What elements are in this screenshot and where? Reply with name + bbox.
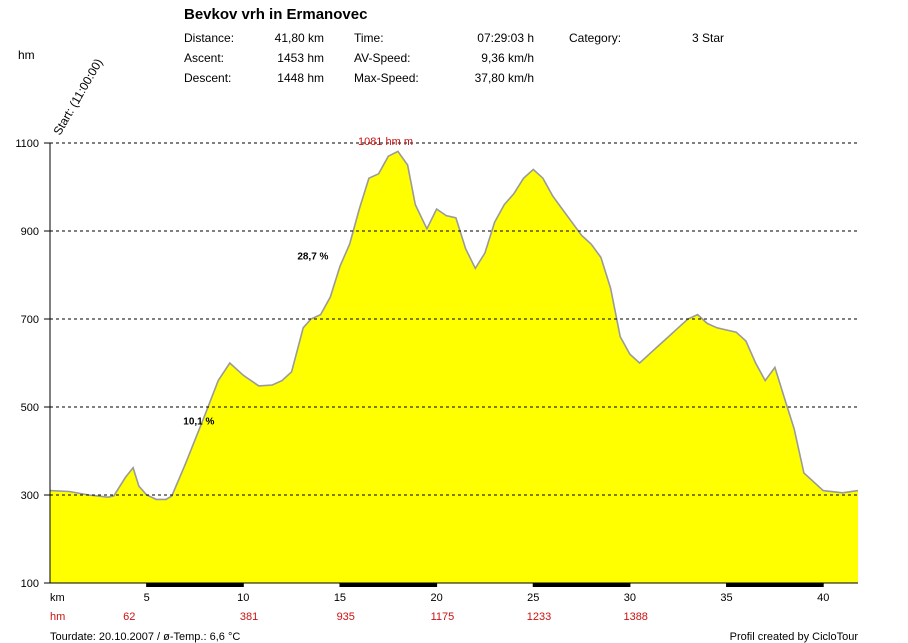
descent-value: 1448 hm [277, 71, 324, 85]
maxspeed-label: Max-Speed: [354, 71, 419, 85]
y-tick-label: 700 [21, 314, 39, 326]
footer-credit: Profil created by CicloTour [730, 631, 859, 643]
x-axis-segment [533, 583, 630, 587]
footer-tour-info: Tourdate: 20.10.2007 / ø-Temp.: 6,6 °C [50, 631, 240, 643]
descent-label: Descent: [184, 71, 231, 85]
cumulative-hm-value: 1388 [623, 611, 647, 623]
axes: 5 10 15 20 25 30 35 40 [49, 143, 858, 604]
max-elevation-label: 1081 hm m [358, 136, 413, 148]
time-value: 07:29:03 h [477, 31, 534, 45]
cumulative-hm-value: 935 [337, 611, 355, 623]
y-tick-label: 900 [21, 226, 39, 238]
maxspeed-value: 37,80 km/h [475, 71, 534, 85]
x-axis-segment [146, 583, 244, 587]
y-axis-unit: hm [18, 48, 35, 62]
gradient-label: 10,1 % [183, 417, 214, 428]
x-tick-label: 30 [624, 592, 636, 604]
cumulative-hm-unit: hm [50, 611, 65, 623]
y-tick-label: 300 [21, 490, 39, 502]
category-value: 3 Star [692, 31, 724, 45]
y-tick-label: 1100 [15, 138, 39, 150]
y-tick-label: 500 [21, 402, 39, 414]
cumulative-hm-value: 1175 [431, 611, 455, 623]
cumulative-hm-value: 62 [123, 611, 135, 623]
distance-value: 41,80 km [275, 31, 324, 45]
gradient-label: 28,7 % [297, 252, 328, 263]
avspeed-label: AV-Speed: [354, 51, 410, 65]
x-axis-unit: km [50, 592, 65, 604]
x-axis-segment [726, 583, 824, 587]
annotations: 1081 hm m 10,1 % 28,7 % 62 381 935 1175 1233 138… [123, 136, 648, 623]
time-label: Time: [354, 31, 384, 45]
y-tick-label: 100 [21, 578, 39, 590]
grid-lines: 100 300 500 700 900 1100 [15, 138, 858, 590]
elevation-area [50, 151, 858, 583]
chart-title: Bevkov vrh in Ermanovec [184, 6, 367, 23]
category-label: Category: [569, 31, 621, 45]
x-tick-label: 40 [817, 592, 829, 604]
elevation-area-layer [49, 150, 859, 583]
x-tick-label: 20 [430, 592, 442, 604]
x-tick-label: 5 [144, 592, 150, 604]
cumulative-hm-value: 381 [240, 611, 258, 623]
ascent-label: Ascent: [184, 51, 224, 65]
cumulative-hm-value: 1233 [527, 611, 551, 623]
x-tick-label: 25 [527, 592, 539, 604]
start-label: Start: (11:00:00) [50, 56, 105, 137]
distance-label: Distance: [184, 31, 234, 45]
avspeed-value: 9,36 km/h [481, 51, 534, 65]
x-tick-label: 35 [720, 592, 732, 604]
ascent-value: 1453 hm [277, 51, 324, 65]
x-tick-label: 15 [334, 592, 346, 604]
x-tick-label: 10 [237, 592, 249, 604]
elevation-outline [49, 150, 859, 501]
x-axis-segment [339, 583, 437, 587]
